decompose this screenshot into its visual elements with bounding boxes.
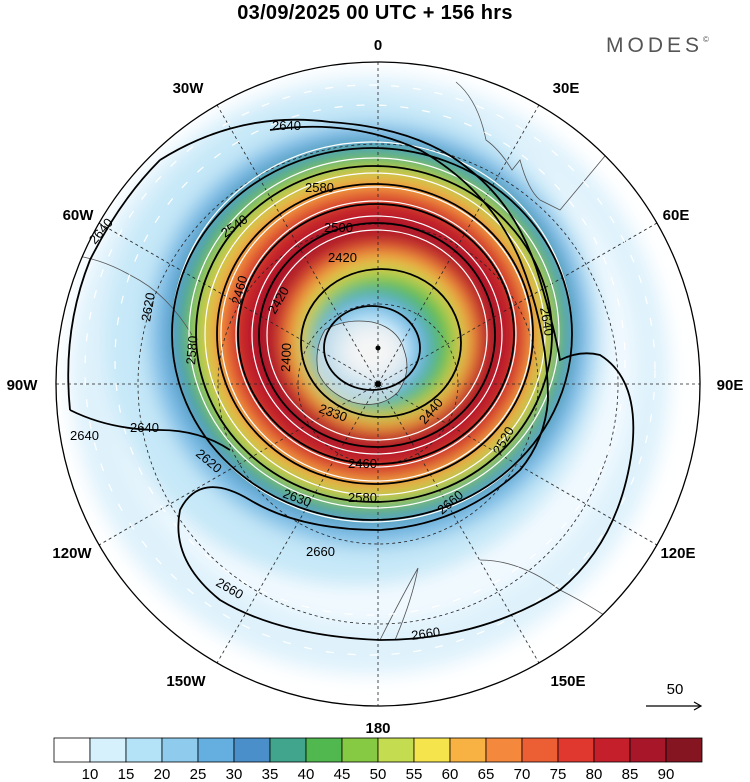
- contour-label: 2400: [278, 343, 294, 372]
- contour-label: 2420: [328, 250, 357, 265]
- colorbar-tick-label: 55: [406, 766, 423, 782]
- lon-label-60e: 60E: [663, 207, 690, 224]
- contour-label: 2620: [138, 291, 158, 322]
- lon-label-90e: 90E: [717, 377, 744, 394]
- colorbar-tick-label: 50: [370, 766, 387, 782]
- colorbar-swatch: [665, 737, 703, 763]
- lon-label-30e: 30E: [553, 80, 580, 97]
- contour-label: 2660: [306, 544, 335, 559]
- new-zealand-outline: [379, 567, 419, 641]
- colorbar-tick-label: 35: [262, 766, 279, 782]
- reference-arrow-head: [693, 701, 703, 711]
- contour-label: 2640: [537, 306, 557, 337]
- north-pole-marker: [375, 345, 381, 351]
- colorbar: 10 15 20 25 30 35 40 45 50 55 60 65 70 75 80 85 90: [53, 737, 703, 782]
- map-title: 03/09/2025 00 UTC + 156 hrs: [237, 2, 513, 24]
- colorbar-swatch: [377, 737, 415, 763]
- contour-label: 2580: [183, 335, 200, 365]
- colorbar-tick-label: 85: [622, 766, 639, 782]
- colorbar-swatch: [89, 737, 127, 763]
- contour-label: 2500: [324, 220, 353, 235]
- colorbar-swatch: [557, 737, 595, 763]
- south-pole-marker: [375, 381, 381, 387]
- colorbar-swatch: [521, 737, 559, 763]
- contour-label: 2640: [272, 118, 301, 133]
- colorbar-tick-label: 80: [586, 766, 603, 782]
- colorbar-swatch: [161, 737, 199, 763]
- contour-label: 2640: [70, 428, 99, 443]
- colorbar-tick-label: 15: [118, 766, 135, 782]
- contour-label: 2460: [348, 456, 377, 471]
- colorbar-swatch: [593, 737, 631, 763]
- colorbar-tick-label: 45: [334, 766, 351, 782]
- reference-vector-label: 50: [667, 681, 684, 698]
- lon-label-120e: 120E: [660, 545, 695, 562]
- colorbar-tick-label: 25: [190, 766, 207, 782]
- colorbar-swatch: [125, 737, 163, 763]
- map-boundary: [55, 61, 701, 707]
- colorbar-tick-label: 65: [478, 766, 495, 782]
- lon-label-150w: 150W: [166, 673, 206, 690]
- graticule: [56, 62, 700, 706]
- colorbar-swatch: [305, 737, 343, 763]
- colorbar-swatch: [53, 737, 91, 763]
- antarctica-outline: [316, 320, 408, 405]
- contour-label: 2660: [410, 624, 441, 643]
- reference-vector: 50: [646, 681, 703, 711]
- colorbar-tick-label: 90: [658, 766, 675, 782]
- colorbar-swatch: [269, 737, 307, 763]
- colorbar-tick-label: 30: [226, 766, 243, 782]
- lon-label-60w: 60W: [63, 207, 95, 224]
- colorbar-tick-label: 70: [514, 766, 531, 782]
- colorbar-swatch: [449, 737, 487, 763]
- lon-label-180: 180: [365, 720, 390, 737]
- colorbar-swatch: [233, 737, 271, 763]
- colorbar-swatch: [629, 737, 667, 763]
- colorbar-swatch: [197, 737, 235, 763]
- brand-logo: MODES©: [606, 34, 709, 58]
- lon-label-90w: 90W: [7, 377, 39, 394]
- south-america-coast: [69, 254, 193, 336]
- longitude-labels: 0 180 30W 60W 90W 120W 150W 30E 60E 90E …: [7, 37, 744, 737]
- lon-label-150e: 150E: [550, 673, 585, 690]
- colorbar-swatch: [341, 737, 379, 763]
- lon-label-0: 0: [374, 37, 382, 54]
- colorbar-swatch: [485, 737, 523, 763]
- contour-label: 2580: [305, 180, 334, 195]
- lon-label-30w: 30W: [173, 80, 205, 97]
- colorbar-tick-label: 20: [154, 766, 171, 782]
- colorbar-tick-label: 10: [82, 766, 99, 782]
- contour-label: 2640: [130, 420, 159, 435]
- colorbar-swatch: [413, 737, 451, 763]
- colorbar-tick-label: 40: [298, 766, 315, 782]
- brand-mark: ©: [703, 35, 709, 44]
- colorbar-tick-label: 60: [442, 766, 459, 782]
- lon-label-120w: 120W: [52, 545, 92, 562]
- contour-label: 2580: [348, 490, 377, 505]
- brand-name: MODES: [606, 34, 704, 57]
- colorbar-tick-label: 75: [550, 766, 567, 782]
- contour-label: 2460: [228, 274, 250, 306]
- height-contours: [67, 118, 635, 641]
